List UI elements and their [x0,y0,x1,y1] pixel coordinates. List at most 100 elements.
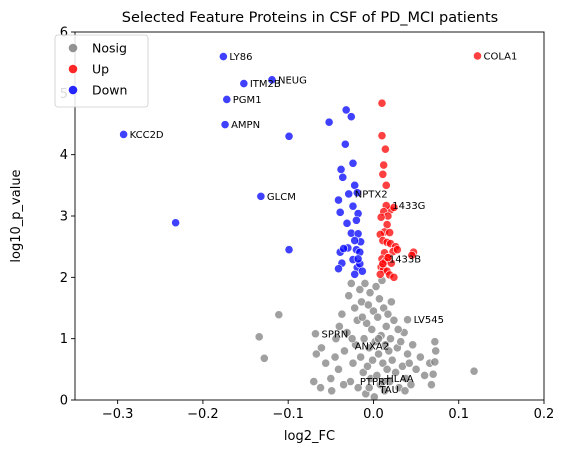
data-point [392,245,402,255]
x-tick-label: 0.1 [448,407,469,422]
data-point [377,98,387,108]
data-point [386,297,396,307]
data-point [368,355,378,365]
annotation-label: ITM2B [250,79,281,90]
annotation-label: AMPN [231,120,260,131]
y-axis-label: log10_p_value [9,169,24,262]
data-point [382,364,392,374]
data-point [341,105,351,115]
data-point [408,340,418,350]
annotation-label: PGM1 [233,95,262,106]
data-point [430,357,440,367]
data-point [369,306,378,316]
data-point [403,315,412,325]
data-point [389,315,399,325]
annotation-label: 1433B [389,254,421,265]
legend-label: Nosig [92,41,127,56]
data-point [284,131,294,141]
annotation-label: LY86 [229,52,252,63]
data-point [171,218,181,228]
data-point [342,218,352,228]
data-point [336,164,346,174]
data-point [259,353,269,363]
x-axis-label: log2_FC [284,429,335,444]
legend-marker [68,43,78,53]
data-point [384,346,394,356]
data-point [380,386,389,396]
data-point [311,329,320,339]
data-point [316,383,325,393]
data-point [403,349,412,359]
data-point [387,355,397,365]
x-tick-label: 0.2 [534,407,555,422]
legend-marker [68,64,78,74]
annotation-label: LV545 [414,315,444,326]
data-point [334,364,343,374]
data-point [119,130,129,139]
data-point [374,349,383,359]
data-point [334,264,343,274]
data-point [348,158,358,168]
x-tick-label: −0.1 [272,407,304,422]
annotation-label: NEUG [278,75,307,86]
data-point [220,120,230,130]
data-point [396,337,406,347]
data-point [350,236,360,245]
x-tick-label: −0.3 [102,407,134,422]
data-point [351,215,361,225]
data-point [327,386,337,396]
data-point [324,117,334,127]
data-point [365,288,375,298]
data-point [348,358,358,368]
data-point [357,266,367,276]
series-up [375,51,482,282]
data-point [378,358,388,368]
data-point [469,366,479,376]
series-down [119,52,367,279]
data-point [347,334,357,344]
annotation-label: PTPRT [360,377,391,388]
annotation-label: HLAA [386,374,413,385]
data-point [415,352,425,362]
annotation-label: SPRN [321,329,348,340]
data-point [380,144,390,154]
data-point [222,95,232,104]
annotation-label: KCC2D [130,130,164,141]
data-point [385,228,395,237]
data-point [404,358,414,368]
data-point [376,212,386,222]
data-point [342,328,352,337]
data-point [427,380,436,390]
data-point [340,139,350,149]
data-point [357,312,367,322]
x-tick-label: −0.2 [187,407,219,422]
y-tick-label: 0 [60,394,68,409]
legend-label: Up [92,62,109,77]
data-point [379,303,389,313]
data-point [381,321,391,331]
data-point [420,371,430,380]
data-point [371,282,381,291]
legend: Nosig Up Down [54,34,149,108]
data-point [254,332,264,342]
data-point [274,310,284,320]
annotation-label: COLA1 [483,51,517,62]
data-point [362,318,372,328]
data-point [331,334,341,344]
data-point [367,325,377,334]
legend-marker [68,85,78,95]
data-point [337,309,347,319]
data-point [374,334,383,344]
data-point [363,300,373,310]
data-point [401,374,411,383]
data-point [473,51,482,61]
legend-box [54,34,149,108]
data-point [375,294,384,304]
data-point [326,374,336,383]
data-point [330,352,340,362]
data-point [400,386,410,396]
x-axis-ticks: −0.3 −0.2 −0.1 0.0 0.1 0.2 [102,400,554,422]
